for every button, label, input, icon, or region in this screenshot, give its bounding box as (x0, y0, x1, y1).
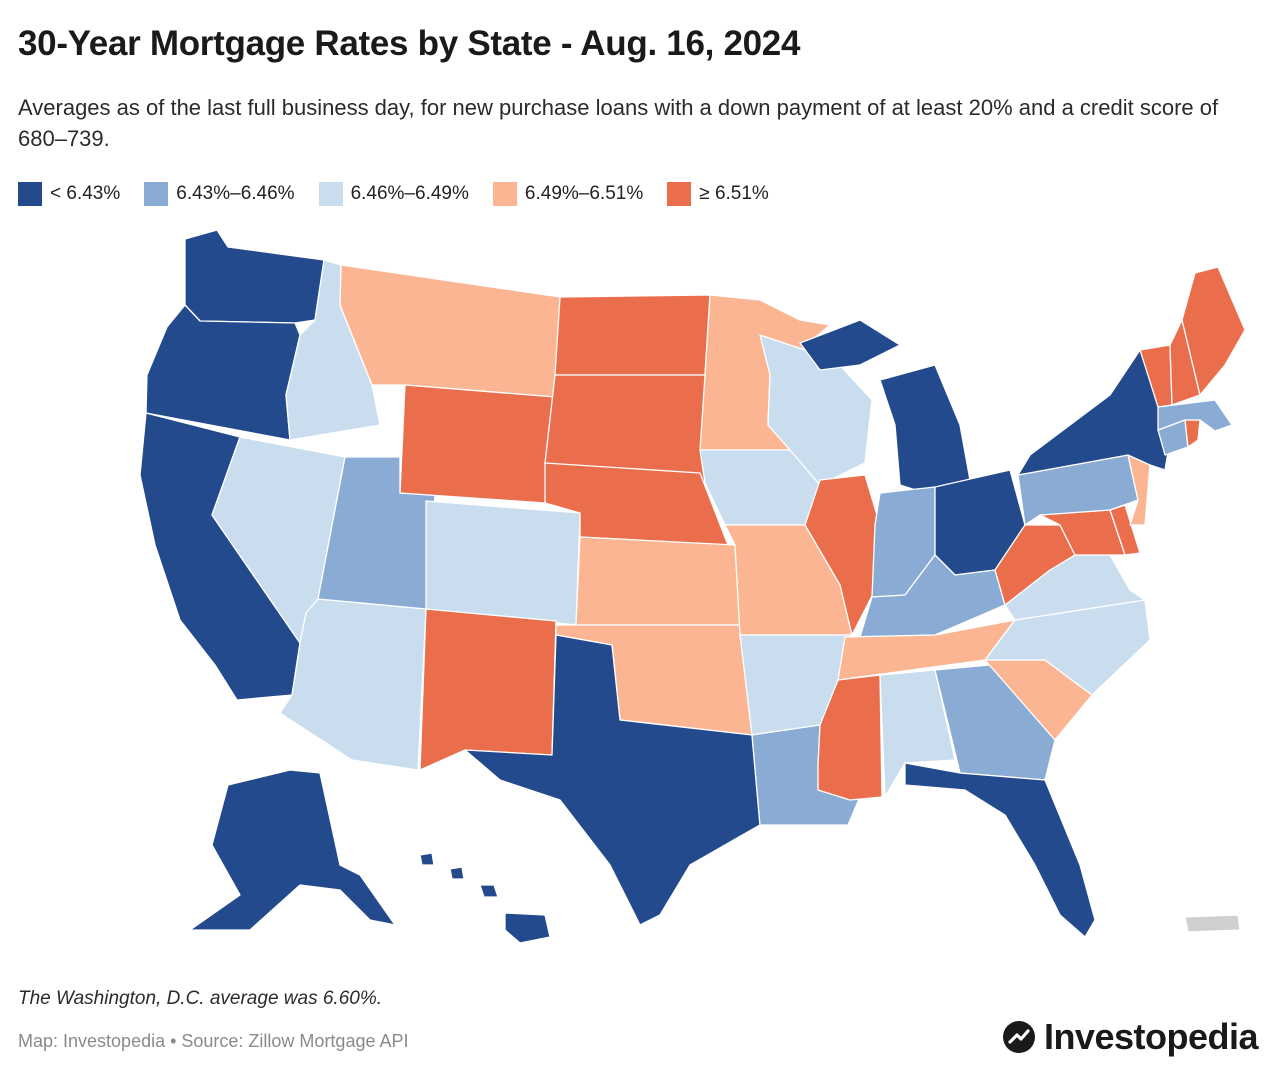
source-credit: Map: Investopedia • Source: Zillow Mortg… (18, 1031, 409, 1051)
investopedia-logo: Investopedia (1002, 1016, 1259, 1058)
map-title: 30-Year Mortgage Rates by State - Aug. 1… (18, 24, 801, 63)
legend-swatch-1 (18, 182, 42, 206)
state-pr (1184, 914, 1241, 933)
legend-swatch-5 (667, 182, 692, 206)
legend-item-4: 6.49%–6.51% (492, 182, 644, 206)
legend-swatch-3 (318, 182, 343, 206)
state-al (879, 669, 956, 798)
state-wa (184, 229, 325, 324)
investopedia-logo-icon (1002, 1021, 1035, 1053)
legend-item-5: ≥ 6.51% (667, 182, 769, 206)
legend-item-3: 6.46%–6.49% (318, 182, 469, 206)
state-tx (464, 634, 761, 926)
legend: < 6.43% 6.43%–6.46% 6.46%–6.49% 6.49%–6.… (18, 182, 793, 206)
state-fl (904, 762, 1096, 938)
state-me (1181, 266, 1246, 396)
state-il (804, 474, 881, 636)
state-ga (934, 664, 1056, 781)
brand-name: Investopedia (1043, 1016, 1259, 1057)
state-az (279, 598, 427, 771)
legend-label-3: 6.46%–6.49% (350, 183, 469, 204)
us-states-map (139, 229, 1246, 944)
state-mt (339, 264, 561, 398)
footnote: The Washington, D.C. average was 6.60%. (18, 988, 383, 1009)
legend-swatch-4 (492, 182, 517, 206)
state-nm (419, 608, 557, 771)
state-co (425, 500, 581, 626)
legend-item-2: 6.43%–6.46% (144, 182, 295, 206)
legend-item-1: < 6.43% (18, 182, 120, 206)
state-ak (189, 769, 396, 931)
legend-label-1: < 6.43% (50, 183, 121, 204)
legend-label-2: 6.43%–6.46% (176, 183, 295, 204)
state-ri (1184, 419, 1201, 448)
state-wy (399, 384, 556, 504)
state-ks (575, 536, 741, 626)
state-ma (1157, 399, 1233, 432)
legend-label-4: 6.49%–6.51% (524, 183, 644, 204)
legend-swatch-2 (144, 182, 169, 206)
state-hi (419, 852, 551, 944)
legend-label-5: ≥ 6.51% (699, 183, 769, 204)
state-nd (554, 294, 711, 376)
map-subtitle: Averages as of the last full business da… (18, 95, 1219, 151)
